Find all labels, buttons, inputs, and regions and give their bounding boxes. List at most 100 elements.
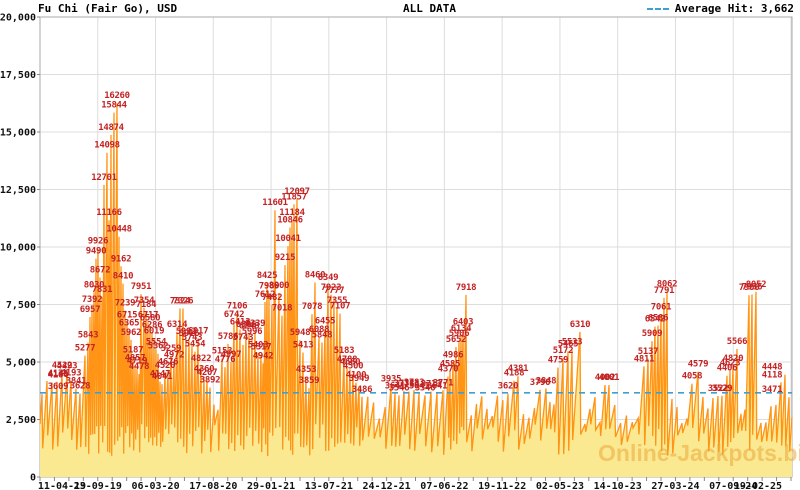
svg-text:15844: 15844 (101, 101, 127, 111)
svg-text:10846: 10846 (277, 216, 303, 226)
svg-text:9162: 9162 (111, 254, 131, 264)
svg-text:5996: 5996 (242, 327, 262, 337)
svg-text:4360: 4360 (194, 365, 214, 375)
svg-text:5909: 5909 (642, 329, 662, 339)
svg-text:7989: 7989 (259, 281, 279, 291)
svg-text:14874: 14874 (98, 123, 124, 133)
svg-text:6413: 6413 (230, 318, 250, 328)
svg-text:7951: 7951 (131, 282, 151, 292)
svg-text:6088: 6088 (309, 325, 329, 335)
svg-text:6286: 6286 (142, 320, 162, 330)
svg-text:19-02-25: 19-02-25 (734, 481, 782, 490)
area-series (39, 102, 793, 477)
svg-text:5916: 5916 (179, 329, 199, 339)
svg-text:3713: 3713 (399, 380, 419, 390)
svg-text:5906: 5906 (449, 329, 469, 339)
svg-text:4058: 4058 (682, 372, 702, 382)
svg-text:10041: 10041 (275, 234, 301, 244)
svg-text:3641: 3641 (427, 381, 447, 391)
svg-text:4942: 4942 (253, 351, 273, 361)
svg-text:7612: 7612 (255, 290, 275, 300)
svg-text:8052: 8052 (746, 280, 766, 290)
svg-text:7107: 7107 (330, 302, 350, 312)
svg-text:3609: 3609 (48, 382, 68, 392)
svg-text:6715: 6715 (117, 311, 137, 321)
svg-text:17-08-20: 17-08-20 (189, 481, 237, 490)
svg-text:3529: 3529 (712, 384, 732, 394)
svg-text:4478: 4478 (129, 362, 149, 372)
svg-text:4147: 4147 (150, 370, 170, 380)
svg-text:4986: 4986 (443, 350, 463, 360)
svg-text:4585: 4585 (440, 360, 460, 370)
svg-text:0: 0 (30, 473, 36, 484)
svg-text:29-01-21: 29-01-21 (247, 481, 295, 490)
svg-text:3783: 3783 (404, 378, 424, 388)
svg-text:5554: 5554 (146, 337, 167, 347)
svg-text:5153: 5153 (212, 347, 232, 357)
svg-text:7106: 7106 (227, 302, 247, 312)
svg-text:14-10-23: 14-10-23 (594, 481, 642, 490)
svg-text:6339: 6339 (245, 319, 265, 329)
svg-text:4188: 4188 (504, 369, 524, 379)
svg-text:4448: 4448 (762, 363, 782, 373)
svg-text:7078: 7078 (302, 302, 322, 312)
svg-text:5403: 5403 (248, 341, 268, 351)
svg-text:6580: 6580 (140, 314, 160, 324)
svg-text:5317: 5317 (251, 343, 271, 353)
svg-text:9215: 9215 (275, 253, 295, 263)
svg-text:11184: 11184 (279, 208, 305, 218)
svg-text:27-03-24: 27-03-24 (651, 481, 699, 490)
svg-text:4406: 4406 (717, 364, 737, 374)
svg-text:8349: 8349 (318, 273, 338, 283)
svg-text:8425: 8425 (257, 271, 277, 281)
svg-text:9926: 9926 (88, 237, 108, 247)
svg-text:5183: 5183 (334, 346, 354, 356)
svg-text:4857: 4857 (125, 353, 145, 363)
svg-text:4522: 4522 (52, 361, 72, 371)
y-axis: 20,000 17,500 15,000 12,500 10,000 7,500 5,000… (0, 13, 40, 484)
svg-text:7791: 7791 (654, 286, 674, 296)
svg-text:5277: 5277 (75, 344, 95, 354)
svg-text:3738: 3738 (394, 379, 414, 389)
svg-text:3486: 3486 (352, 385, 372, 395)
svg-text:8672: 8672 (90, 266, 110, 276)
svg-text:5992: 5992 (176, 327, 196, 337)
svg-text:3641: 3641 (409, 381, 429, 391)
svg-text:4520: 4520 (155, 361, 175, 371)
svg-text:10448: 10448 (106, 225, 132, 235)
watermark: Online-Jackpots.biz (598, 440, 800, 466)
svg-text:2,500: 2,500 (6, 415, 36, 426)
svg-text:4493: 4493 (57, 362, 77, 372)
svg-text:6455: 6455 (315, 317, 335, 327)
svg-text:4820: 4820 (723, 354, 743, 364)
svg-text:11601: 11601 (262, 198, 288, 208)
svg-text:6314: 6314 (167, 320, 188, 330)
svg-text:4140: 4140 (48, 370, 68, 380)
svg-text:4002: 4002 (595, 373, 615, 383)
svg-text:5187: 5187 (123, 346, 143, 356)
svg-text:20,000: 20,000 (0, 13, 36, 24)
svg-text:24-12-21: 24-12-21 (363, 481, 411, 490)
svg-text:8460: 8460 (305, 270, 325, 280)
average-hit-label: Average Hit: 3,662 (674, 2, 794, 15)
svg-text:6403: 6403 (453, 318, 473, 328)
svg-text:3620: 3620 (498, 382, 518, 392)
svg-text:6542: 6542 (645, 315, 665, 325)
svg-text:4811: 4811 (634, 354, 654, 364)
svg-text:6019: 6019 (144, 327, 164, 337)
svg-text:11857: 11857 (281, 192, 307, 202)
svg-text:3546: 3546 (389, 383, 409, 393)
svg-text:19-11-22: 19-11-22 (478, 481, 526, 490)
svg-text:3949: 3949 (349, 374, 369, 384)
svg-text:7,500: 7,500 (6, 300, 36, 311)
svg-text:3713: 3713 (421, 380, 441, 390)
svg-text:9490: 9490 (86, 247, 106, 257)
svg-text:5962: 5962 (121, 328, 141, 338)
svg-text:6957: 6957 (80, 305, 100, 315)
svg-text:5,000: 5,000 (6, 358, 36, 369)
svg-text:6310: 6310 (570, 320, 590, 330)
svg-text:3841: 3841 (66, 377, 86, 387)
gridlines (39, 16, 793, 478)
svg-text:4207: 4207 (197, 368, 217, 378)
average-hit-legend: Average Hit: 3,662 (646, 2, 794, 15)
